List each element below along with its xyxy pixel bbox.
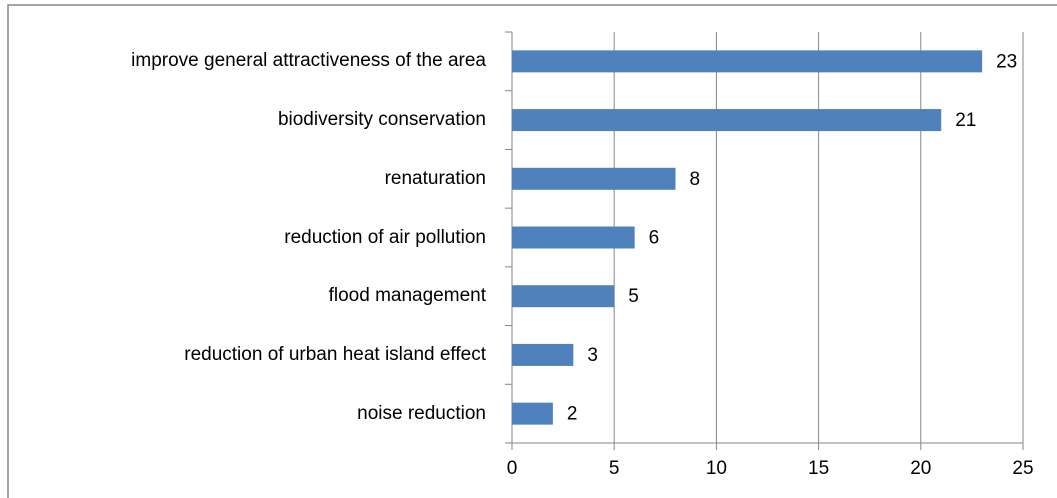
data-label: 5 bbox=[628, 286, 639, 307]
y-tick-label: biodiversity conservation bbox=[277, 109, 486, 131]
y-tick-label: reduction of air pollution bbox=[284, 226, 486, 248]
bar bbox=[512, 343, 574, 366]
y-tick-label: noise reduction bbox=[357, 402, 486, 424]
x-tick-label: 15 bbox=[808, 458, 829, 479]
x-tick-label: 10 bbox=[706, 458, 727, 479]
bar bbox=[512, 226, 635, 249]
y-tick-label: reduction of urban heat island effect bbox=[184, 343, 486, 365]
data-label: 21 bbox=[955, 110, 976, 131]
bar bbox=[512, 167, 676, 190]
bar bbox=[512, 402, 553, 425]
bar bbox=[512, 285, 615, 308]
data-label: 2 bbox=[567, 404, 578, 425]
x-tick-label: 0 bbox=[507, 458, 518, 479]
data-label: 8 bbox=[690, 169, 701, 190]
data-label: 6 bbox=[649, 228, 660, 249]
y-tick-label: flood management bbox=[328, 285, 486, 307]
y-tick-label: renaturation bbox=[384, 167, 486, 189]
data-label: 23 bbox=[996, 51, 1017, 72]
x-tick-label: 20 bbox=[910, 458, 931, 479]
bar bbox=[512, 50, 983, 73]
bar bbox=[512, 109, 942, 132]
data-label: 3 bbox=[587, 345, 598, 366]
x-tick-label: 25 bbox=[1012, 458, 1033, 479]
chart-border bbox=[7, 4, 1057, 498]
x-tick-label: 5 bbox=[609, 458, 620, 479]
y-tick-label: improve general attractiveness of the ar… bbox=[131, 50, 486, 72]
